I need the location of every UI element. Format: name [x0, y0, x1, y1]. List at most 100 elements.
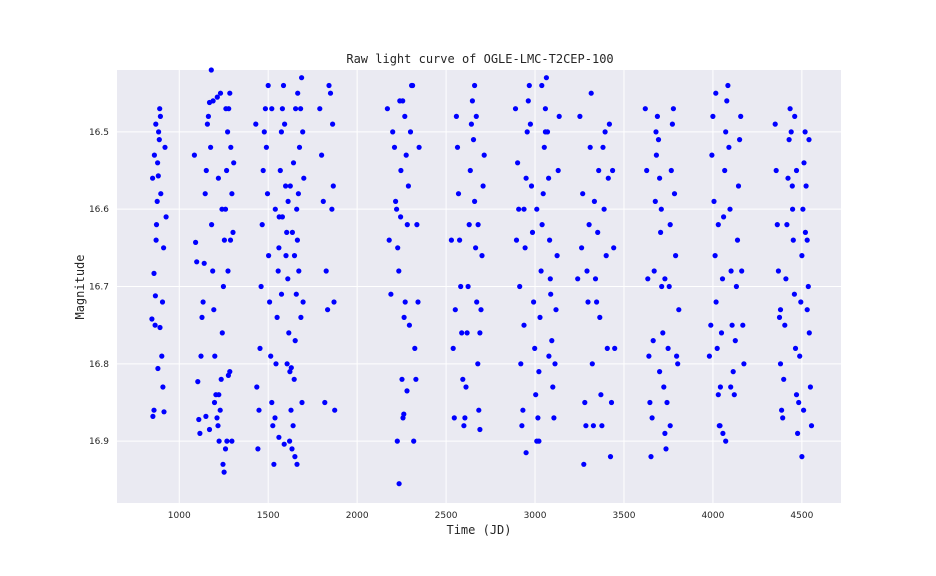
data-point: [212, 353, 218, 359]
data-point: [218, 376, 224, 382]
data-point: [410, 82, 416, 89]
data-point: [664, 399, 670, 406]
data-point: [160, 384, 166, 390]
data-point: [317, 106, 323, 112]
data-point: [603, 253, 609, 259]
data-point: [793, 392, 800, 398]
data-point: [332, 407, 338, 413]
data-point: [579, 245, 585, 251]
data-point: [405, 183, 411, 189]
data-point: [476, 407, 482, 413]
data-point: [792, 113, 798, 119]
data-point: [300, 299, 306, 305]
data-point: [597, 314, 603, 320]
data-point: [391, 144, 398, 150]
data-point: [454, 144, 461, 150]
data-point: [473, 113, 479, 119]
data-point: [728, 268, 734, 274]
data-point: [455, 191, 462, 197]
data-point: [781, 376, 787, 382]
data-point: [536, 438, 542, 444]
data-point: [647, 399, 653, 406]
data-point: [587, 144, 593, 150]
data-point: [646, 353, 652, 359]
data-point: [723, 438, 729, 444]
data-point: [592, 276, 599, 282]
data-point: [808, 423, 815, 429]
y-tick-label: 16.6: [89, 205, 109, 215]
data-point: [660, 330, 666, 336]
data-point: [215, 423, 221, 429]
data-point: [285, 198, 291, 204]
data-point: [225, 268, 231, 274]
data-point: [670, 106, 677, 112]
data-point: [155, 160, 161, 166]
data-point: [652, 198, 658, 204]
data-point: [658, 229, 664, 235]
data-point: [214, 94, 220, 100]
data-point: [161, 409, 167, 415]
data-point: [675, 361, 681, 367]
data-point: [398, 167, 404, 174]
data-point: [667, 423, 673, 429]
data-point: [211, 399, 218, 406]
data-point: [225, 129, 231, 135]
data-point: [274, 314, 280, 320]
data-point: [386, 237, 392, 243]
data-point: [211, 307, 217, 313]
data-point: [400, 98, 406, 104]
data-point: [470, 137, 477, 143]
data-point: [295, 191, 301, 197]
data-point: [411, 438, 417, 444]
data-point: [222, 446, 229, 452]
data-point: [452, 307, 458, 313]
data-point: [458, 283, 464, 290]
data-point: [515, 160, 521, 166]
data-point: [292, 454, 298, 460]
data-point: [451, 415, 457, 421]
data-point: [525, 98, 531, 104]
data-point: [298, 106, 304, 112]
data-point: [790, 237, 796, 243]
data-point: [266, 253, 272, 259]
data-point: [536, 369, 542, 375]
data-point: [542, 106, 549, 112]
data-point: [663, 446, 669, 452]
data-point: [774, 222, 780, 228]
data-point: [224, 438, 230, 444]
data-point: [711, 198, 717, 204]
data-point: [588, 90, 594, 96]
data-point: [782, 322, 788, 328]
data-point: [294, 461, 300, 467]
data-point: [676, 307, 682, 313]
data-point: [773, 167, 779, 174]
data-point: [738, 113, 744, 119]
data-point: [288, 365, 294, 371]
data-point: [651, 268, 657, 274]
data-point: [653, 129, 659, 135]
data-point: [478, 307, 484, 313]
data-point: [575, 276, 581, 282]
data-point: [285, 276, 291, 282]
data-point: [653, 152, 660, 158]
data-point: [203, 413, 209, 419]
data-point: [804, 237, 810, 243]
data-point: [227, 237, 234, 243]
data-point: [227, 369, 233, 375]
data-point: [777, 307, 784, 313]
data-point: [197, 430, 203, 436]
data-point: [522, 245, 528, 251]
data-point: [159, 299, 166, 305]
data-point: [775, 268, 782, 274]
data-point: [718, 330, 725, 336]
data-point: [516, 206, 522, 212]
data-point: [159, 353, 165, 359]
data-point: [406, 322, 412, 328]
data-point: [156, 129, 162, 135]
data-point: [319, 152, 325, 158]
data-point: [607, 454, 614, 460]
data-point: [717, 423, 723, 429]
data-point: [583, 423, 589, 429]
y-tick-label: 16.8: [89, 360, 109, 370]
x-tick-label: 2500: [435, 511, 458, 521]
